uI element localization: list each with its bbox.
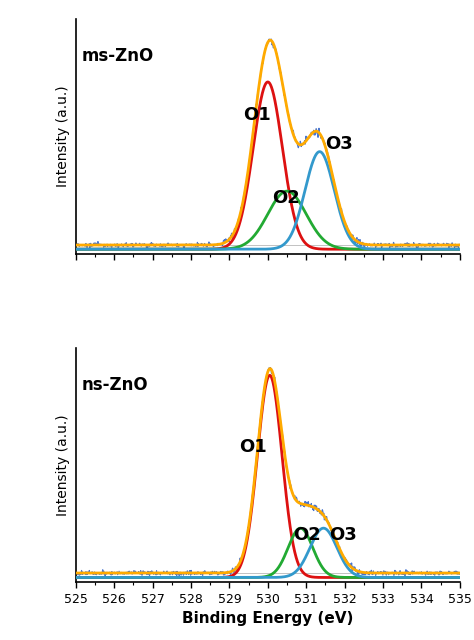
Text: O3: O3: [326, 135, 353, 153]
Text: ns-ZnO: ns-ZnO: [82, 376, 148, 394]
Text: O2: O2: [293, 526, 320, 544]
Y-axis label: Intensity (a.u.): Intensity (a.u.): [56, 86, 70, 188]
Text: O1: O1: [243, 106, 271, 124]
Text: ms-ZnO: ms-ZnO: [82, 47, 154, 65]
Y-axis label: Intensity (a.u.): Intensity (a.u.): [56, 414, 70, 516]
Text: O1: O1: [239, 438, 267, 456]
Text: O2: O2: [272, 189, 300, 207]
X-axis label: Binding Energy (eV): Binding Energy (eV): [182, 611, 354, 627]
Text: O3: O3: [329, 526, 357, 544]
